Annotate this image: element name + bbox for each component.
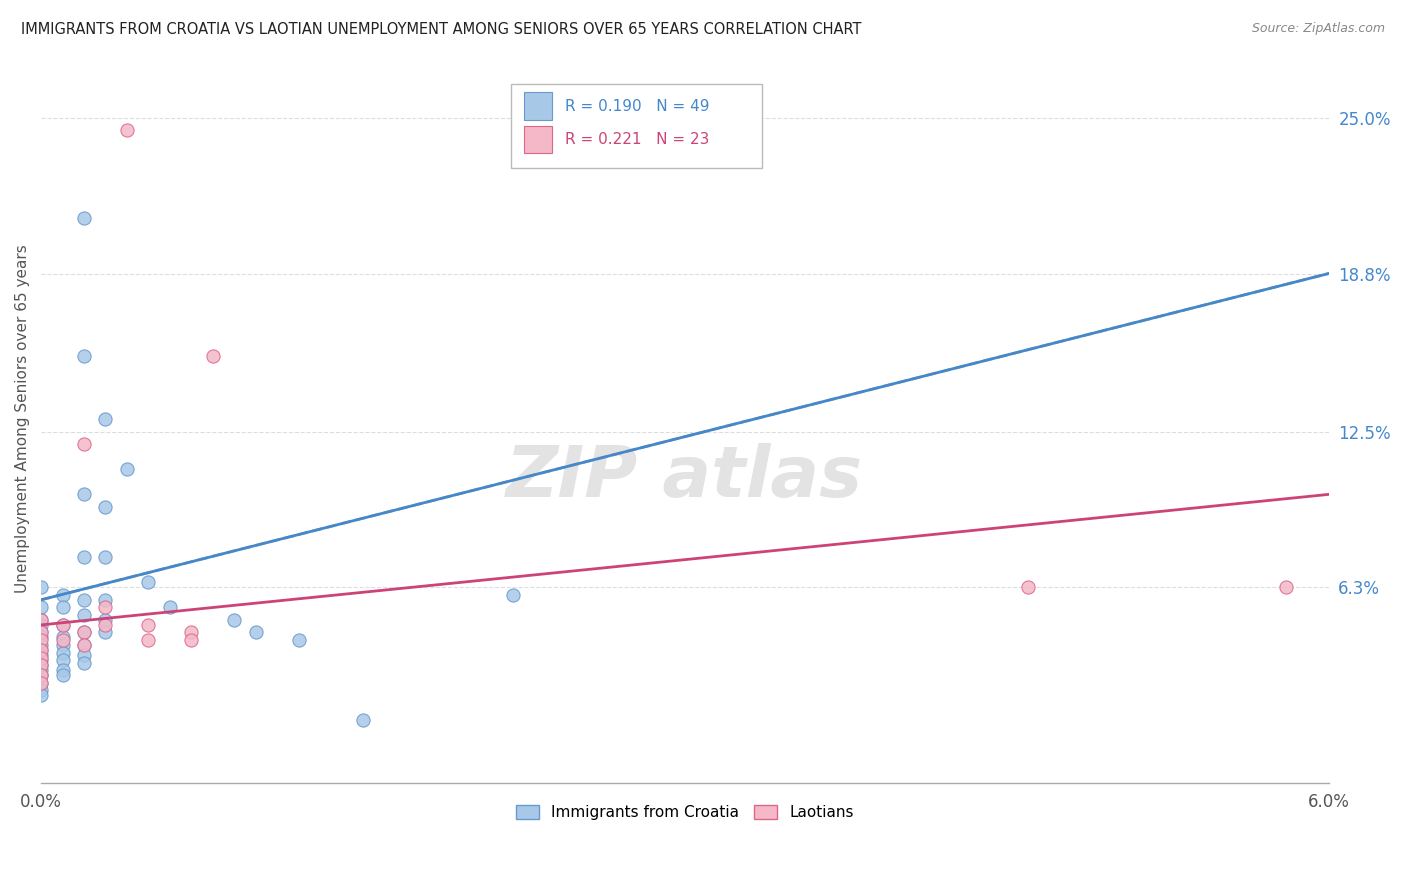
Point <box>94 625 117 640</box>
Point <box>73 550 96 565</box>
Point <box>30 643 52 657</box>
Point <box>115 462 138 476</box>
Point <box>245 625 267 640</box>
Point <box>94 613 117 627</box>
Point <box>73 349 96 363</box>
Point <box>52 631 75 645</box>
Point <box>30 631 52 645</box>
FancyBboxPatch shape <box>524 92 553 120</box>
Point <box>73 638 96 652</box>
Point <box>352 714 374 728</box>
Point <box>52 668 75 682</box>
Point <box>30 668 52 682</box>
Point <box>1017 580 1039 594</box>
Point <box>52 618 75 632</box>
Point <box>52 653 75 667</box>
Point <box>52 632 75 647</box>
Point <box>1274 580 1296 594</box>
Point <box>138 632 160 647</box>
Point <box>30 580 52 594</box>
Point <box>502 588 524 602</box>
Legend: Immigrants from Croatia, Laotians: Immigrants from Croatia, Laotians <box>510 799 860 826</box>
Point <box>94 600 117 615</box>
Point <box>30 632 52 647</box>
Point <box>30 625 52 640</box>
Point <box>73 211 96 226</box>
Point <box>73 487 96 501</box>
Point <box>52 600 75 615</box>
Point <box>30 650 52 665</box>
Point <box>287 632 309 647</box>
Point <box>115 123 138 137</box>
Point <box>94 592 117 607</box>
Point <box>73 592 96 607</box>
Text: R = 0.190   N = 49: R = 0.190 N = 49 <box>565 99 710 113</box>
Y-axis label: Unemployment Among Seniors over 65 years: Unemployment Among Seniors over 65 years <box>15 244 30 593</box>
Point <box>138 575 160 590</box>
Point <box>30 618 52 632</box>
Point <box>52 646 75 660</box>
Point <box>94 550 117 565</box>
FancyBboxPatch shape <box>510 84 762 168</box>
Point <box>30 683 52 698</box>
Point <box>73 607 96 622</box>
Point <box>30 688 52 702</box>
Text: Source: ZipAtlas.com: Source: ZipAtlas.com <box>1251 22 1385 36</box>
Point <box>73 648 96 662</box>
Point <box>52 618 75 632</box>
Point <box>94 618 117 632</box>
Point <box>30 663 52 677</box>
Point <box>52 638 75 652</box>
Point <box>52 663 75 677</box>
Point <box>30 613 52 627</box>
Point <box>30 658 52 673</box>
Point <box>30 643 52 657</box>
Text: R = 0.221   N = 23: R = 0.221 N = 23 <box>565 132 710 147</box>
Point <box>30 668 52 682</box>
Point <box>30 613 52 627</box>
Point <box>201 349 224 363</box>
Point <box>73 625 96 640</box>
Point <box>30 675 52 690</box>
Point <box>180 625 202 640</box>
FancyBboxPatch shape <box>524 126 553 153</box>
Point <box>73 625 96 640</box>
Point <box>30 638 52 652</box>
Point <box>30 600 52 615</box>
Point <box>30 675 52 690</box>
Point <box>73 638 96 652</box>
Point <box>159 600 181 615</box>
Text: IMMIGRANTS FROM CROATIA VS LAOTIAN UNEMPLOYMENT AMONG SENIORS OVER 65 YEARS CORR: IMMIGRANTS FROM CROATIA VS LAOTIAN UNEMP… <box>21 22 862 37</box>
Point <box>138 618 160 632</box>
Point <box>73 656 96 670</box>
Point <box>30 658 52 673</box>
Point <box>94 412 117 426</box>
Point <box>224 613 246 627</box>
Point <box>73 437 96 451</box>
Text: ZIP atlas: ZIP atlas <box>506 442 863 512</box>
Point <box>30 625 52 640</box>
Point <box>52 588 75 602</box>
Point <box>180 632 202 647</box>
Point <box>30 648 52 662</box>
Point <box>94 500 117 514</box>
Point <box>30 653 52 667</box>
